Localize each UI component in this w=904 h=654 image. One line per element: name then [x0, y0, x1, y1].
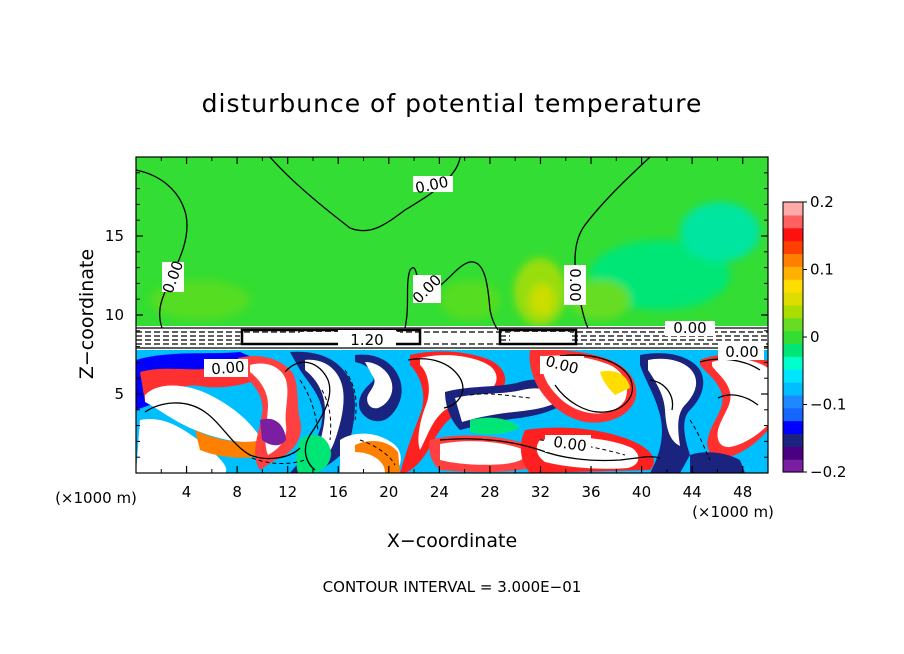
colorbar-swatch — [783, 279, 803, 293]
colorbar-tick-label: 0.1 — [810, 261, 834, 279]
chart-title: disturbunce of potential temperature — [202, 89, 703, 118]
x-tick-label: 28 — [480, 483, 499, 501]
colorbar-swatch — [783, 407, 803, 422]
transition-band — [136, 326, 768, 350]
colorbar-swatch — [783, 382, 803, 396]
y-tick-label: 5 — [114, 385, 124, 403]
x-tick-label: 16 — [329, 483, 348, 501]
x-tick-label: 4 — [182, 483, 192, 501]
colorbar-swatch — [783, 227, 803, 242]
contour-label: 0.00 — [566, 268, 584, 301]
colorbar — [783, 202, 803, 473]
contour-label-group: 0.00 0.00 0.00 0.00 0.00 0.00 0.00 0.00 … — [159, 173, 764, 455]
colorbar-swatch — [783, 292, 803, 306]
x-tick-label: 20 — [379, 483, 398, 501]
colorbar-swatch — [783, 202, 803, 216]
y-tick-label: 10 — [105, 306, 124, 324]
x-axis-label: X−coordinate — [387, 530, 517, 552]
colorbar-tick-label: −0.2 — [810, 463, 846, 481]
colorbar-ticks: 0.2 0.1 0 −0.1 −0.2 — [803, 193, 846, 481]
contour-label: 0.00 — [211, 358, 246, 379]
contour-label: 0.00 — [673, 319, 706, 337]
colorbar-tick-label: 0.2 — [810, 193, 834, 211]
colorbar-swatch — [783, 459, 803, 473]
colorbar-swatch — [783, 433, 803, 447]
x-tick-label: 48 — [733, 483, 752, 501]
x-axis-ticks: 4 8 12 16 20 24 28 32 36 40 44 48 — [160, 157, 752, 501]
colorbar-swatch — [783, 343, 803, 357]
colorbar-swatch — [783, 394, 803, 409]
colorbar-swatch — [783, 356, 803, 370]
contour-label: 1.20 — [350, 331, 383, 349]
y-axis-ticks: 5 10 15 — [105, 172, 768, 458]
contour-label: 0.00 — [552, 433, 588, 455]
plot-area: 0.00 0.00 0.00 0.00 0.00 0.00 0.00 0.00 … — [136, 157, 768, 473]
x-axis-unit-left: (×1000 m) — [55, 489, 137, 507]
colorbar-swatch — [783, 253, 803, 267]
colorbar-swatch — [783, 214, 803, 229]
colorbar-swatch — [783, 330, 803, 345]
contour-label: 0.00 — [725, 343, 758, 361]
x-tick-label: 24 — [430, 483, 449, 501]
colorbar-tick-label: −0.1 — [810, 396, 846, 414]
colorbar-swatch — [783, 420, 803, 435]
x-tick-label: 12 — [278, 483, 297, 501]
colorbar-swatch — [783, 317, 803, 332]
colorbar-swatch — [783, 266, 803, 280]
contour-lines — [136, 157, 761, 471]
colorbar-swatch — [783, 446, 803, 460]
x-tick-label: 8 — [232, 483, 242, 501]
colorbar-swatch — [783, 240, 803, 255]
x-tick-label: 36 — [581, 483, 600, 501]
x-axis-unit-right: (×1000 m) — [692, 503, 774, 521]
y-axis-label: Z−coordinate — [76, 249, 98, 379]
colorbar-swatch — [783, 304, 803, 319]
colorbar-tick-label: 0 — [810, 328, 820, 346]
colorbar-swatch — [783, 369, 803, 383]
contour-interval-note: CONTOUR INTERVAL = 3.000E−01 — [323, 578, 582, 596]
y-tick-label: 15 — [105, 227, 124, 245]
x-tick-label: 44 — [683, 483, 702, 501]
x-tick-label: 40 — [632, 483, 651, 501]
x-tick-label: 32 — [531, 483, 550, 501]
